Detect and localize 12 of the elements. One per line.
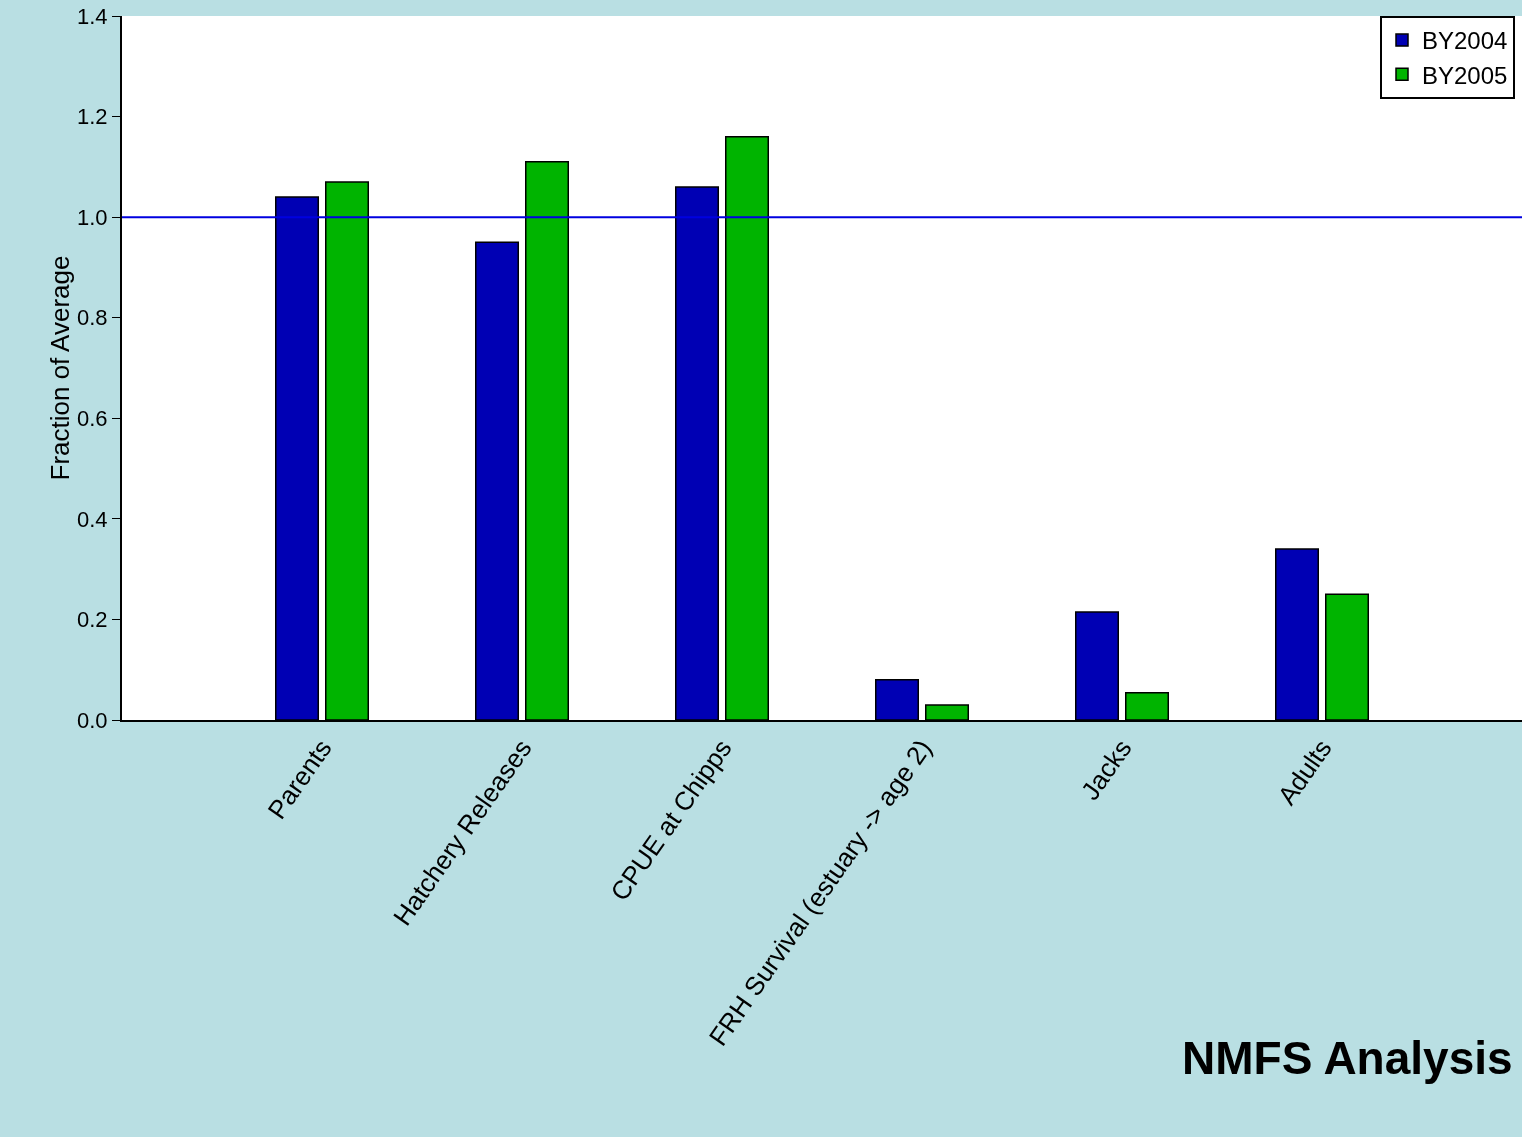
- y-tick-label: 0.4: [77, 506, 108, 532]
- legend-label: BY2005: [1422, 61, 1508, 89]
- y-axis-title: Fraction of Average: [44, 255, 75, 481]
- y-tick-label: 1.2: [77, 104, 108, 130]
- y-tick-label: 1.0: [77, 204, 108, 230]
- y-tick-label: 0.8: [77, 305, 108, 331]
- y-tick-label: 0.0: [77, 707, 108, 733]
- y-tick-label: 1.4: [77, 3, 108, 29]
- y-tick-label: 0.6: [77, 405, 108, 431]
- text: NMFS Analysis: [1182, 1032, 1513, 1084]
- y-tick-label: 0.2: [77, 607, 108, 633]
- legend-label: BY2004: [1422, 27, 1508, 55]
